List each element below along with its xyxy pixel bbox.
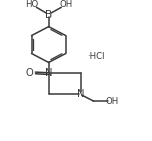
Text: B: B — [45, 10, 52, 20]
Text: N: N — [45, 68, 52, 78]
Text: O: O — [26, 68, 33, 78]
Text: OH: OH — [60, 0, 73, 9]
Text: OH: OH — [106, 97, 119, 105]
Text: ·HCl: ·HCl — [87, 52, 105, 61]
Text: N: N — [77, 89, 84, 99]
Text: HO: HO — [25, 0, 39, 9]
